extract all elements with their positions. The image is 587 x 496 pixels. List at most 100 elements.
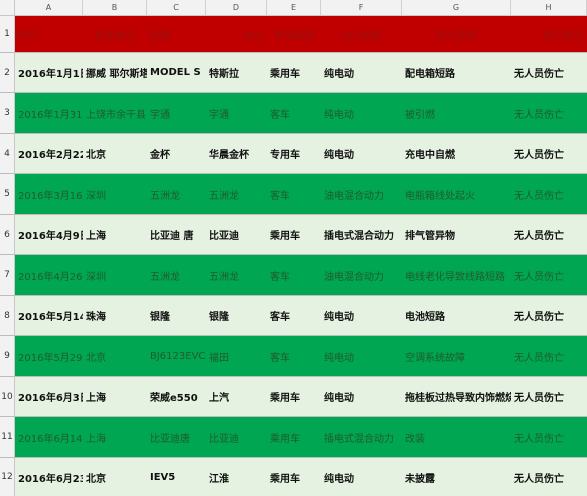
cell-time[interactable]: 2016年6月14日 bbox=[15, 417, 83, 457]
header-cell-time[interactable]: 时间 bbox=[15, 16, 83, 52]
column-header-d[interactable]: D bbox=[206, 0, 267, 15]
cell-power-type[interactable]: 纯电动 bbox=[321, 336, 402, 376]
cell-vehicle-type[interactable]: 乘用车 bbox=[267, 417, 321, 457]
cell-casualties[interactable]: 无人员伤亡 bbox=[511, 255, 587, 295]
cell-vehicle-type[interactable]: 乘用车 bbox=[267, 458, 321, 496]
cell-time[interactable]: 2016年6月23日 bbox=[15, 458, 83, 496]
select-all-corner[interactable] bbox=[0, 0, 15, 15]
cell-time[interactable]: 2016年3月16日 bbox=[15, 174, 83, 214]
cell-vehicle-type[interactable]: 客车 bbox=[267, 255, 321, 295]
cell-time[interactable]: 2016年5月14日 bbox=[15, 296, 83, 335]
cell-maker[interactable]: 江淮 bbox=[206, 458, 267, 496]
header-cell-vehicle-type[interactable]: 车辆类型 bbox=[267, 16, 321, 52]
cell-casualties[interactable]: 无人员伤亡 bbox=[511, 134, 587, 173]
cell-power-type[interactable]: 插电式混合动力 bbox=[321, 215, 402, 254]
cell-fire-cause[interactable]: 电瓶箱线处起火 bbox=[402, 174, 511, 214]
row-number[interactable]: 2 bbox=[0, 53, 15, 92]
cell-location[interactable]: 深圳 bbox=[83, 255, 147, 295]
header-cell-maker[interactable]: 车企 bbox=[206, 16, 267, 52]
cell-power-type[interactable]: 油电混合动力 bbox=[321, 255, 402, 295]
cell-location[interactable]: 珠海 bbox=[83, 296, 147, 335]
cell-power-type[interactable]: 纯电动 bbox=[321, 296, 402, 335]
cell-brand[interactable]: MODEL S bbox=[147, 53, 206, 92]
cell-maker[interactable]: 比亚迪 bbox=[206, 215, 267, 254]
cell-time[interactable]: 2016年4月26日 bbox=[15, 255, 83, 295]
cell-brand[interactable]: BJ6123EVCA bbox=[147, 336, 206, 376]
cell-fire-cause[interactable]: 充电中自燃 bbox=[402, 134, 511, 173]
cell-casualties[interactable]: 无人员伤亡 bbox=[511, 93, 587, 133]
cell-fire-cause[interactable]: 被引燃 bbox=[402, 93, 511, 133]
cell-power-type[interactable]: 插电式混合动力 bbox=[321, 417, 402, 457]
cell-location[interactable]: 上海 bbox=[83, 215, 147, 254]
cell-time[interactable]: 2016年6月3日 bbox=[15, 377, 83, 416]
cell-casualties[interactable]: 无人员伤亡 bbox=[511, 174, 587, 214]
cell-vehicle-type[interactable]: 专用车 bbox=[267, 134, 321, 173]
cell-time[interactable]: 2016年1月1日 bbox=[15, 53, 83, 92]
header-cell-location[interactable]: 事发地点 bbox=[83, 16, 147, 52]
cell-brand[interactable]: 金杯 bbox=[147, 134, 206, 173]
cell-brand[interactable]: 荣威e550 bbox=[147, 377, 206, 416]
row-number[interactable]: 4 bbox=[0, 134, 15, 173]
cell-location[interactable]: 北京 bbox=[83, 458, 147, 496]
column-header-e[interactable]: E bbox=[267, 0, 321, 15]
cell-power-type[interactable]: 纯电动 bbox=[321, 53, 402, 92]
column-header-g[interactable]: G bbox=[402, 0, 511, 15]
cell-power-type[interactable]: 纯电动 bbox=[321, 134, 402, 173]
row-number[interactable]: 1 bbox=[0, 16, 15, 52]
cell-vehicle-type[interactable]: 乘用车 bbox=[267, 215, 321, 254]
cell-location[interactable]: 挪威 耶尔斯塔 bbox=[83, 53, 147, 92]
cell-vehicle-type[interactable]: 乘用车 bbox=[267, 53, 321, 92]
row-number[interactable]: 6 bbox=[0, 215, 15, 254]
cell-location[interactable]: 上海 bbox=[83, 377, 147, 416]
header-cell-fire-cause[interactable]: 起火原因 bbox=[402, 16, 511, 52]
cell-casualties[interactable]: 无人员伤亡 bbox=[511, 336, 587, 376]
cell-fire-cause[interactable]: 电池短路 bbox=[402, 296, 511, 335]
cell-fire-cause[interactable]: 排气管异物 bbox=[402, 215, 511, 254]
cell-brand[interactable]: 银隆 bbox=[147, 296, 206, 335]
header-cell-brand[interactable]: 品牌 bbox=[147, 16, 206, 52]
cell-fire-cause[interactable]: 配电箱短路 bbox=[402, 53, 511, 92]
cell-maker[interactable]: 银隆 bbox=[206, 296, 267, 335]
cell-time[interactable]: 2016年1月31日 bbox=[15, 93, 83, 133]
cell-maker[interactable]: 五洲龙 bbox=[206, 174, 267, 214]
cell-maker[interactable]: 五洲龙 bbox=[206, 255, 267, 295]
column-header-f[interactable]: F bbox=[321, 0, 402, 15]
cell-power-type[interactable]: 油电混合动力 bbox=[321, 174, 402, 214]
cell-casualties[interactable]: 无人员伤亡 bbox=[511, 417, 587, 457]
column-header-h[interactable]: H bbox=[511, 0, 587, 15]
column-header-a[interactable]: A bbox=[15, 0, 83, 15]
cell-location[interactable]: 北京 bbox=[83, 134, 147, 173]
column-header-c[interactable]: C bbox=[147, 0, 206, 15]
cell-location[interactable]: 北京 bbox=[83, 336, 147, 376]
row-number[interactable]: 11 bbox=[0, 417, 15, 457]
cell-maker[interactable]: 华晨金杯 bbox=[206, 134, 267, 173]
row-number[interactable]: 8 bbox=[0, 296, 15, 335]
cell-maker[interactable]: 福田 bbox=[206, 336, 267, 376]
cell-brand[interactable]: 比亚迪 唐 bbox=[147, 215, 206, 254]
cell-casualties[interactable]: 无人员伤亡 bbox=[511, 53, 587, 92]
row-number[interactable]: 7 bbox=[0, 255, 15, 295]
cell-fire-cause[interactable]: 未披露 bbox=[402, 458, 511, 496]
row-number[interactable]: 3 bbox=[0, 93, 15, 133]
cell-vehicle-type[interactable]: 客车 bbox=[267, 336, 321, 376]
row-number[interactable]: 5 bbox=[0, 174, 15, 214]
cell-location[interactable]: 上海 bbox=[83, 417, 147, 457]
cell-time[interactable]: 2016年4月9日 bbox=[15, 215, 83, 254]
cell-fire-cause[interactable]: 空调系统故障 bbox=[402, 336, 511, 376]
cell-brand[interactable]: IEV5 bbox=[147, 458, 206, 496]
cell-vehicle-type[interactable]: 客车 bbox=[267, 174, 321, 214]
cell-brand[interactable]: 宇通 bbox=[147, 93, 206, 133]
cell-vehicle-type[interactable]: 客车 bbox=[267, 93, 321, 133]
cell-time[interactable]: 2016年5月29日 bbox=[15, 336, 83, 376]
cell-maker[interactable]: 比亚迪 bbox=[206, 417, 267, 457]
cell-power-type[interactable]: 纯电动 bbox=[321, 93, 402, 133]
cell-power-type[interactable]: 纯电动 bbox=[321, 458, 402, 496]
cell-fire-cause[interactable]: 改装 bbox=[402, 417, 511, 457]
cell-maker[interactable]: 特斯拉 bbox=[206, 53, 267, 92]
row-number[interactable]: 10 bbox=[0, 377, 15, 416]
cell-vehicle-type[interactable]: 乘用车 bbox=[267, 377, 321, 416]
cell-brand[interactable]: 比亚迪唐 bbox=[147, 417, 206, 457]
cell-time[interactable]: 2016年2月22日 bbox=[15, 134, 83, 173]
column-header-b[interactable]: B bbox=[83, 0, 147, 15]
cell-location[interactable]: 上饶市余干县 bbox=[83, 93, 147, 133]
